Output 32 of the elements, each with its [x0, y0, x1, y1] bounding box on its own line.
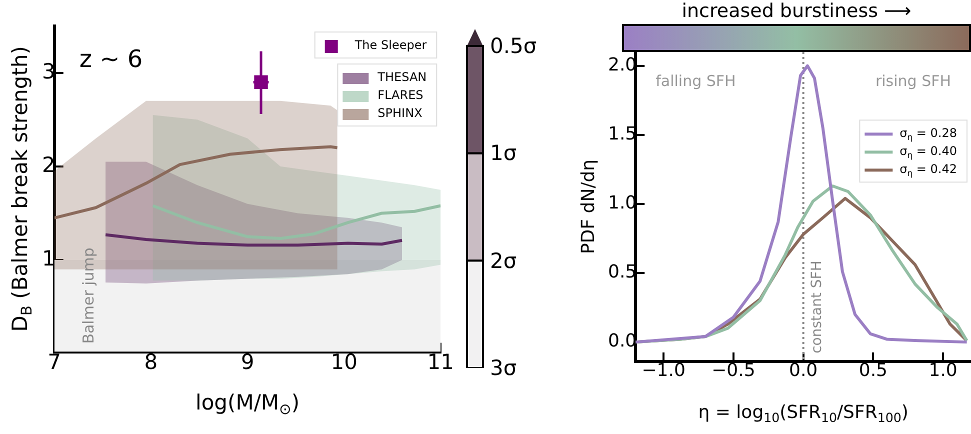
legend-label: FLARES	[378, 88, 424, 102]
x-tick-label: 1.0	[928, 360, 958, 381]
annotation: rising SFH	[875, 72, 952, 90]
y-tick-label: 3	[42, 59, 56, 84]
text: 1σ	[490, 141, 517, 166]
y-tick-label: 2	[42, 152, 56, 177]
y-tick-label: 1.5	[608, 124, 637, 145]
text: 2σ	[490, 248, 517, 273]
x-tick-label: 10	[330, 350, 358, 374]
y-axis-title: PDF dN/dη	[578, 159, 599, 254]
text: 3σ	[490, 356, 517, 380]
text: 0.5σ	[490, 34, 537, 58]
x-tick-label: 8	[144, 350, 158, 374]
x-tick-label: 7	[48, 350, 62, 374]
x-axis-title: log(M/M⊙)	[195, 390, 300, 418]
x-tick-label: −0.5	[712, 360, 756, 381]
legend-label: The Sleeper	[354, 38, 427, 52]
ref-line-label: constant SFH	[808, 260, 825, 354]
x-tick-label: 11	[427, 350, 454, 374]
y-tick-label: 1	[42, 246, 56, 271]
annotation: falling SFH	[656, 72, 736, 90]
x-tick-label: 9	[240, 350, 254, 374]
annotation: z ~ 6	[79, 45, 143, 74]
x-tick-label: 0.0	[788, 360, 818, 381]
band-label: Balmer jump	[79, 248, 98, 344]
y-tick-label: 0.5	[608, 262, 637, 283]
y-axis-title: DB (Balmer break strength)	[8, 46, 36, 332]
color-bar-title: increased burstiness ⟶	[680, 0, 912, 22]
legend-label: SPHINX	[378, 106, 422, 120]
x-tick-label: −1.0	[642, 360, 686, 381]
legend-label: THESAN	[376, 70, 427, 84]
x-tick-label: 0.5	[858, 360, 888, 381]
